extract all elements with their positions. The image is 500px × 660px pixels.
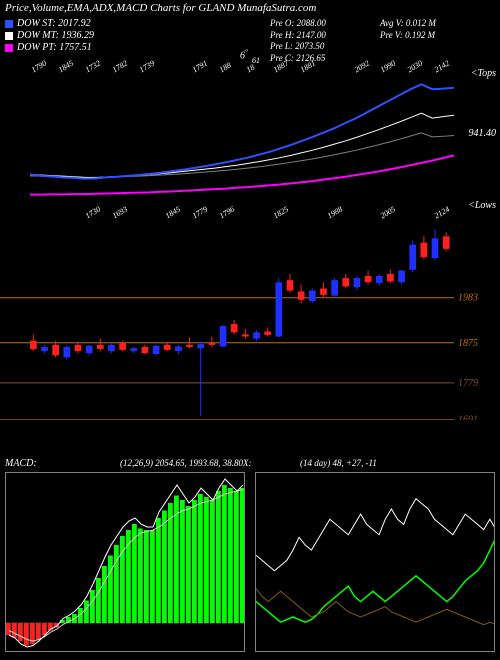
- candlestick-chart: 1983187517791691: [0, 228, 500, 420]
- volume-chart: [0, 420, 500, 455]
- marker: 61: [252, 56, 260, 65]
- ohlc-info: Pre O: 2088.00 Pre H: 2147.00 Pre L: 207…: [270, 18, 326, 65]
- volume-info: Avg V: 0.012 M Pre V: 0.192 M: [380, 18, 436, 41]
- ema-chart: [0, 82, 500, 212]
- legend-swatch: [5, 20, 13, 28]
- legend-item: DOW PT: 1757.51: [5, 42, 94, 53]
- legend-swatch: [5, 44, 13, 52]
- legend-swatch: [5, 32, 13, 40]
- info-line: Pre L: 2073.50: [270, 41, 326, 53]
- legend-label: DOW PT: 1757.51: [17, 42, 92, 53]
- top-axis: 1790184517321782173917911881818871881209…: [32, 66, 462, 82]
- svg-text:1875: 1875: [458, 338, 478, 349]
- axis-tag: <Tops: [471, 68, 496, 79]
- info-line: Pre V: 0.192 M: [380, 30, 436, 42]
- info-line: Avg V: 0.012 M: [380, 18, 436, 30]
- legend: DOW ST: 2017.92 DOW MT: 1936.29 DOW PT: …: [5, 18, 94, 54]
- adx-params: (14 day) 48, +27, -11: [300, 458, 377, 468]
- mid-axis: 173016931845177917961825198820052124: [32, 212, 462, 228]
- axis-tag: <Lows: [468, 200, 496, 211]
- macd-chart: [5, 472, 245, 652]
- adx-chart: [255, 472, 495, 652]
- legend-item: DOW MT: 1936.29: [5, 30, 94, 41]
- svg-text:1779: 1779: [458, 378, 478, 389]
- info-line: Pre H: 2147.00: [270, 30, 326, 42]
- marker: 6°: [240, 48, 248, 61]
- axis-value: 941.40: [469, 128, 497, 139]
- macd-label: MACD:: [5, 458, 37, 469]
- legend-item: DOW ST: 2017.92: [5, 18, 94, 29]
- chart-title: Price,Volume,EMA,ADX,MACD Charts for GLA…: [5, 2, 316, 14]
- svg-text:1983: 1983: [458, 293, 478, 304]
- legend-label: DOW MT: 1936.29: [17, 30, 94, 41]
- macd-params: (12,26,9) 2054.65, 1993.68, 38.80X:: [120, 458, 252, 468]
- legend-label: DOW ST: 2017.92: [17, 18, 91, 29]
- info-line: Pre O: 2088.00: [270, 18, 326, 30]
